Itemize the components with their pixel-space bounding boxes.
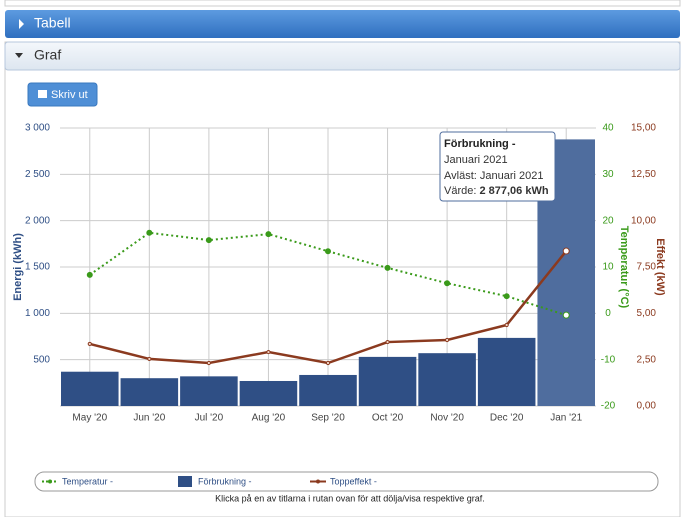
tooltip-prefix: Värde:: [444, 185, 479, 197]
tick-label: 500: [33, 354, 50, 365]
point: [146, 229, 153, 236]
top-edge: [4, 0, 681, 7]
tick-label: 12,50: [631, 169, 656, 180]
tick-label: 1 000: [25, 308, 50, 319]
print-button[interactable]: [27, 82, 98, 107]
tick-label: 20: [602, 215, 614, 226]
point: [266, 349, 271, 355]
tick-label: 5,00: [637, 308, 657, 319]
tick-label: 40: [602, 123, 614, 134]
tick-label: -10: [601, 354, 616, 365]
bar: [120, 378, 179, 406]
y2-label: Temperatur (°C): [618, 226, 630, 309]
x-tick-label: Jul '20: [195, 413, 224, 424]
tooltip-value: Värde: 2 877,06 kWh: [444, 185, 549, 197]
bar: [299, 374, 357, 406]
print-label: Skriv ut: [51, 89, 88, 101]
point: [503, 293, 510, 300]
tooltip-amount: 2 877,06 kWh: [479, 185, 548, 197]
bar: [61, 371, 119, 406]
point: [147, 356, 152, 362]
legend-label: Temperatur -: [62, 476, 113, 486]
tick-label: 3 000: [25, 123, 50, 134]
tick-label: 10: [602, 262, 614, 273]
tick-label: 0: [605, 308, 611, 319]
point: [385, 339, 390, 345]
tick-label: 15,00: [631, 123, 656, 134]
expanded-icon: [15, 53, 23, 58]
bar: [477, 337, 536, 406]
point: [444, 280, 451, 287]
point: [86, 271, 93, 278]
point: [562, 311, 570, 319]
footnote: Klicka på en av titlarna i rutan ovan fö…: [215, 493, 485, 503]
tooltip-text: Förbrukning -: [444, 138, 516, 150]
legend-label: Förbrukning -: [198, 476, 252, 486]
legend-swatch: [178, 476, 192, 487]
y3-label: Effekt (kW): [654, 238, 666, 296]
tick-label: -20: [601, 401, 616, 412]
tooltip: Förbrukning - Januari 2021 Avläst: Januari…: [439, 131, 556, 202]
x-tick-label: Jun '20: [133, 413, 165, 424]
x-tick-label: Dec '20: [490, 413, 524, 424]
point: [206, 360, 211, 366]
y-label: Energi (kWh): [12, 233, 24, 301]
bar: [358, 356, 417, 406]
x-tick-label: May '20: [72, 413, 107, 424]
tick-label: 0,00: [637, 401, 657, 412]
chart-header[interactable]: [4, 41, 681, 71]
x-tick-label: Aug '20: [252, 413, 286, 424]
point: [504, 322, 509, 328]
tooltip-text: Avläst: Januari 2021: [444, 170, 543, 182]
point: [205, 237, 212, 244]
print-icon: [38, 90, 47, 98]
bar: [239, 380, 298, 406]
x-tick-label: Oct '20: [372, 413, 404, 424]
tooltip-box: [439, 131, 556, 202]
bar: [418, 353, 476, 406]
x-tick-label: Nov '20: [430, 413, 464, 424]
point: [87, 341, 92, 347]
tooltip-text: Januari 2021: [444, 154, 508, 166]
chart-header-title: Graf: [34, 47, 61, 63]
legend-dot: [316, 479, 320, 484]
point: [445, 337, 450, 343]
tick-label: 2,50: [637, 354, 657, 365]
tick-label: 1 500: [25, 262, 50, 273]
tick-label: 7,50: [637, 262, 657, 273]
legend-dot: [48, 479, 52, 484]
table-title: Tabell: [34, 15, 71, 31]
tick-label: 2 500: [25, 169, 50, 180]
table-header[interactable]: [5, 10, 680, 38]
tick-label: 2 000: [25, 215, 50, 226]
bar: [180, 376, 238, 406]
point: [325, 248, 331, 255]
point: [265, 231, 272, 238]
x-tick-label: Sep '20: [311, 413, 345, 424]
tick-label: 10,00: [631, 215, 656, 226]
point: [325, 360, 331, 366]
collapsed-icon: [19, 19, 24, 29]
point: [562, 247, 570, 255]
tick-label: 30: [602, 169, 614, 180]
x-tick-label: Jan '21: [550, 413, 582, 424]
legend-label: Toppeffekt -: [330, 476, 377, 486]
point: [384, 264, 391, 271]
